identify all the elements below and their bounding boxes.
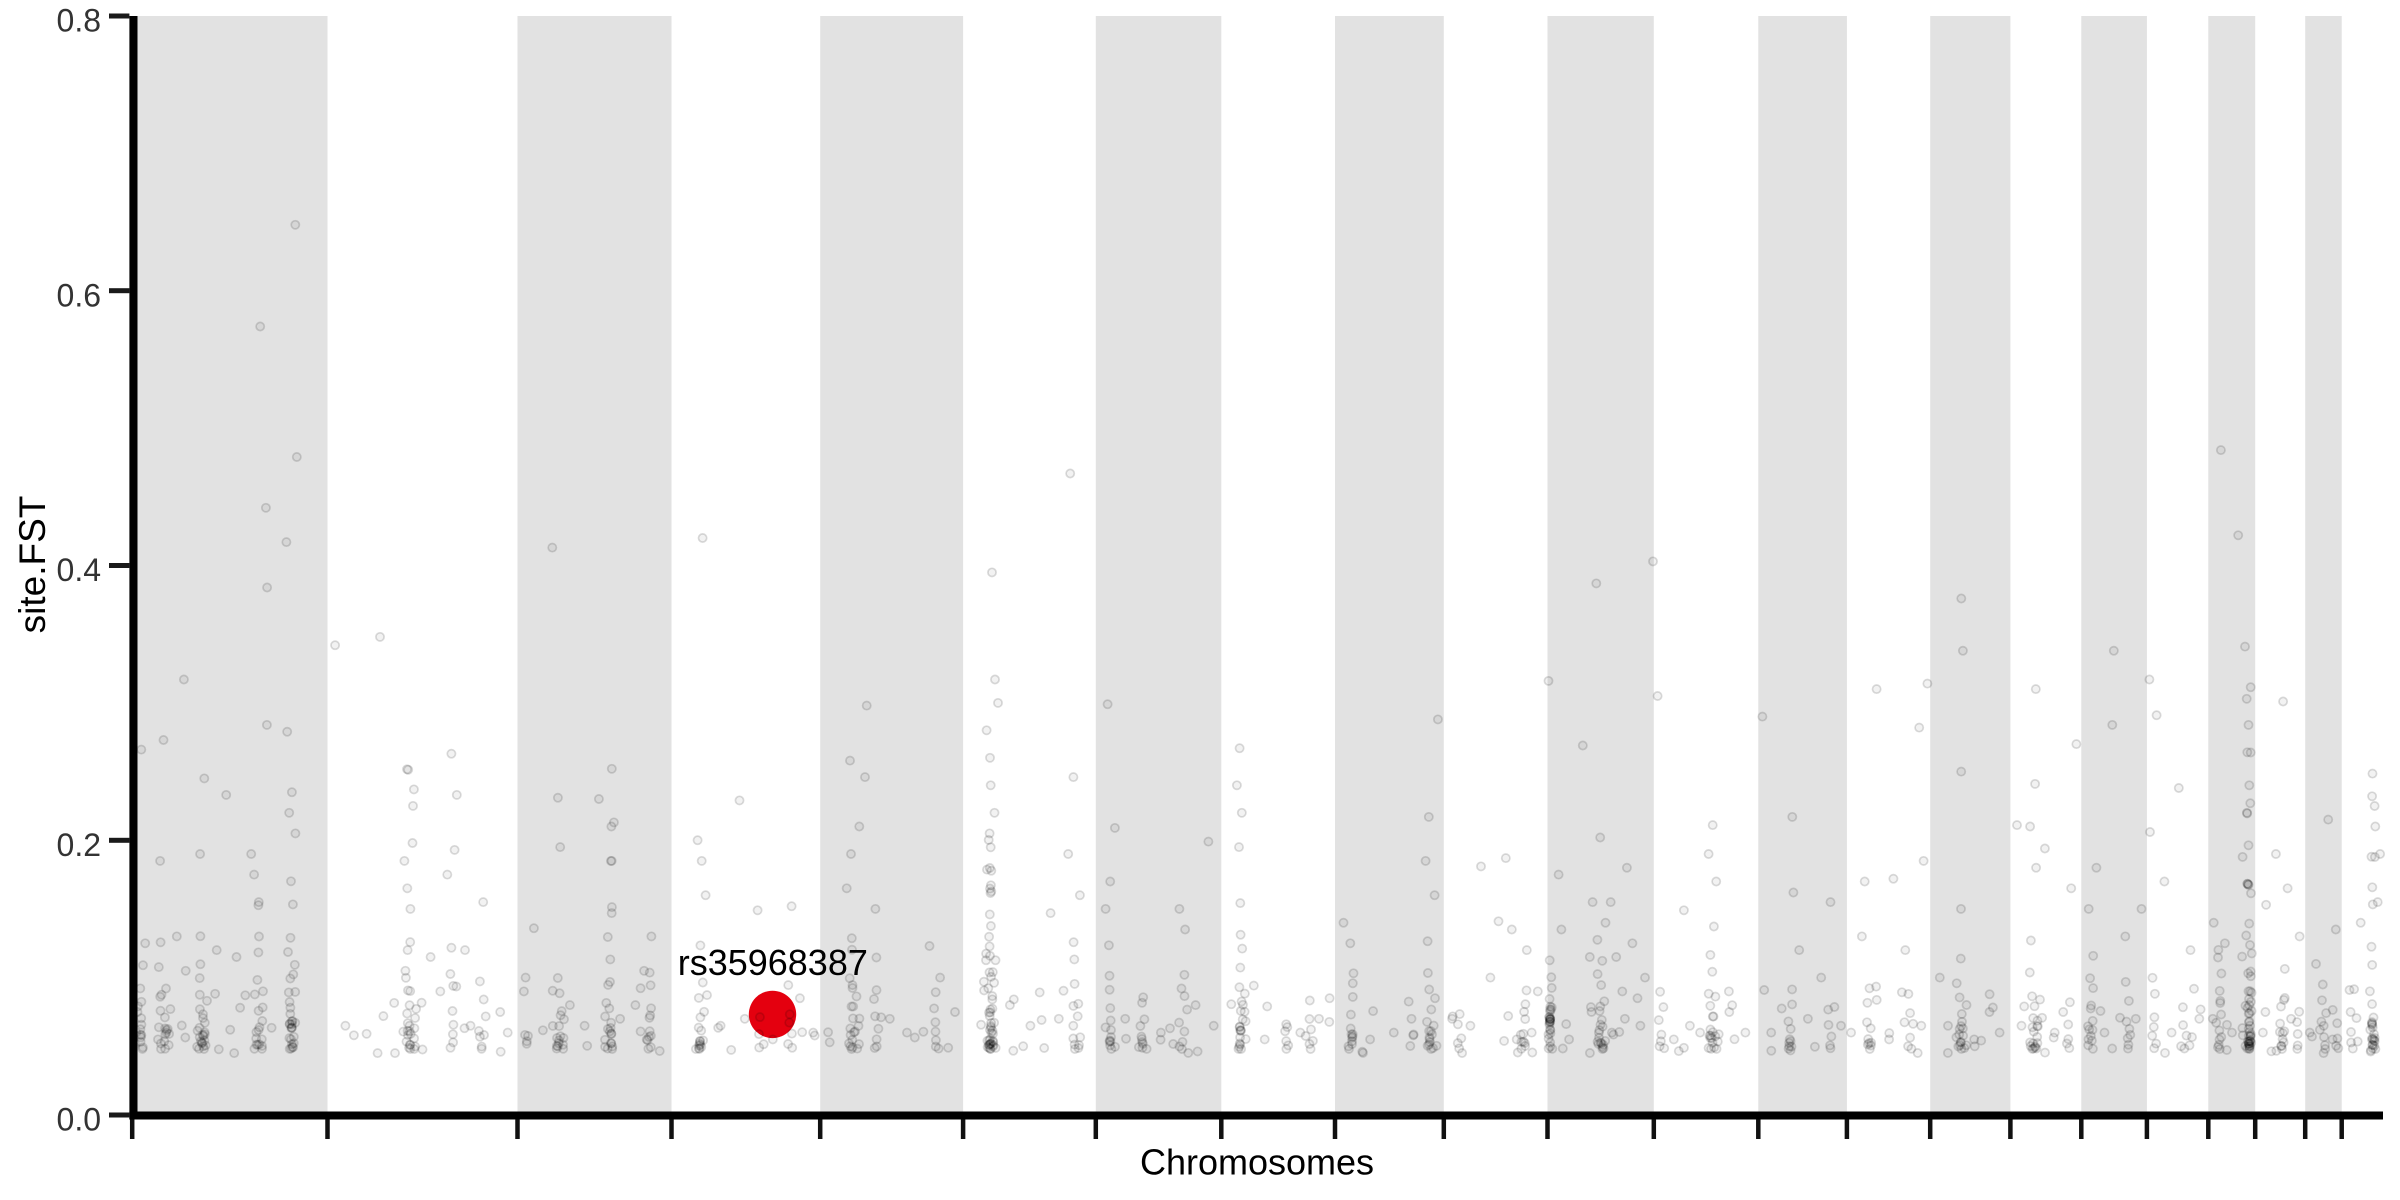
svg-text:0.6: 0.6 (57, 277, 101, 313)
svg-text:Chromosomes: Chromosomes (1140, 1142, 1374, 1183)
svg-text:0.8: 0.8 (57, 3, 101, 39)
svg-text:0.0: 0.0 (57, 1102, 101, 1138)
svg-text:0.2: 0.2 (57, 827, 101, 863)
svg-text:site.FST: site.FST (12, 496, 53, 634)
svg-text:0.4: 0.4 (57, 552, 101, 588)
svg-text:rs35968387: rs35968387 (678, 942, 868, 983)
